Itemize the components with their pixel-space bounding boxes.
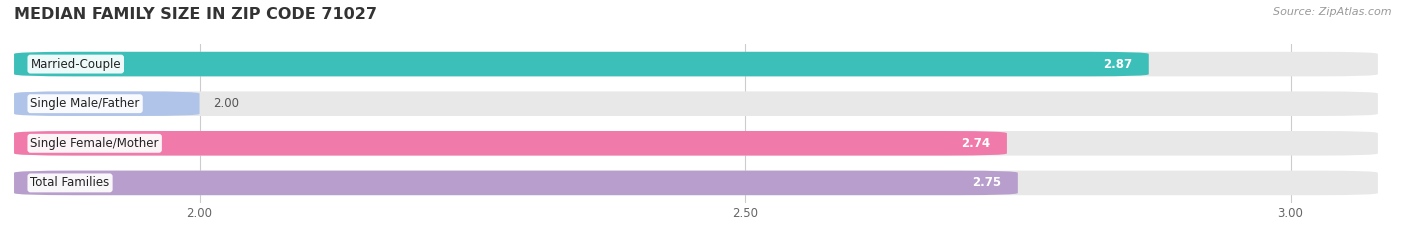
FancyBboxPatch shape xyxy=(14,91,1378,116)
Text: Married-Couple: Married-Couple xyxy=(31,58,121,71)
FancyBboxPatch shape xyxy=(14,171,1018,195)
Text: MEDIAN FAMILY SIZE IN ZIP CODE 71027: MEDIAN FAMILY SIZE IN ZIP CODE 71027 xyxy=(14,7,377,22)
Text: Single Female/Mother: Single Female/Mother xyxy=(31,137,159,150)
Text: 2.74: 2.74 xyxy=(962,137,991,150)
Text: Source: ZipAtlas.com: Source: ZipAtlas.com xyxy=(1274,7,1392,17)
Text: 2.00: 2.00 xyxy=(212,97,239,110)
Text: Single Male/Father: Single Male/Father xyxy=(31,97,139,110)
FancyBboxPatch shape xyxy=(14,52,1149,76)
Text: Total Families: Total Families xyxy=(31,176,110,189)
FancyBboxPatch shape xyxy=(14,91,200,116)
FancyBboxPatch shape xyxy=(14,52,1378,76)
Text: 2.87: 2.87 xyxy=(1104,58,1132,71)
FancyBboxPatch shape xyxy=(14,171,1378,195)
FancyBboxPatch shape xyxy=(14,131,1378,156)
FancyBboxPatch shape xyxy=(14,131,1007,156)
Text: 2.75: 2.75 xyxy=(973,176,1001,189)
